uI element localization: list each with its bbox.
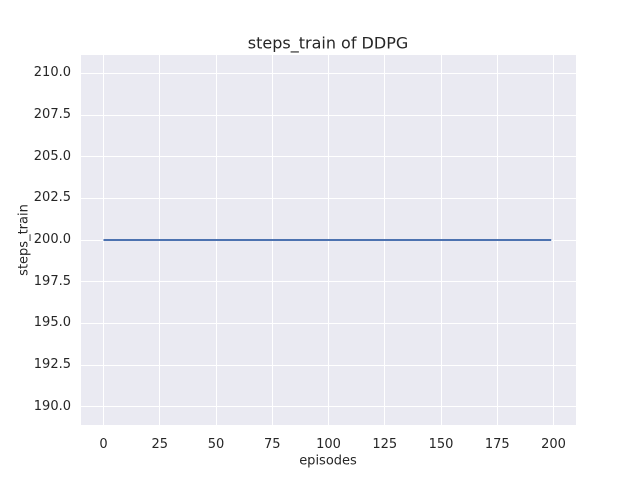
x-tick-label: 200 (541, 437, 566, 452)
x-tick-label: 75 (263, 437, 281, 452)
y-tick-label: 197.5 (33, 273, 71, 289)
x-tick-label: 125 (372, 437, 398, 452)
plot-area (81, 55, 576, 425)
y-tick-label: 207.5 (33, 107, 71, 122)
y-tick-label: 190.0 (33, 398, 71, 414)
x-tick-label: 150 (428, 437, 454, 452)
x-tick-label: 100 (316, 437, 341, 452)
x-tick-label: 175 (484, 437, 510, 452)
y-gridline (81, 197, 576, 199)
y-gridline (81, 322, 576, 324)
y-tick-label: 200.0 (33, 232, 71, 247)
data-line-layer (103, 239, 552, 241)
y-gridline (81, 72, 576, 74)
y-gridline (81, 406, 576, 408)
y-tick-label: 205.0 (33, 148, 71, 164)
y-gridline (81, 114, 576, 116)
chart-title: steps_train of DDPG (247, 33, 409, 53)
y-gridline (81, 281, 576, 283)
x-tick-label: 0 (99, 437, 108, 452)
y-gridline (81, 364, 576, 366)
y-tick-label: 202.5 (33, 190, 71, 206)
y-tick-label: 195.0 (33, 315, 71, 331)
x-tick-label: 25 (151, 437, 169, 452)
x-axis-label: episodes (299, 453, 357, 469)
y-gridline (81, 156, 576, 158)
x-tick-label: 50 (207, 437, 225, 452)
y-tick-label: 192.5 (33, 357, 71, 372)
y-tick-label: 210.0 (33, 65, 71, 81)
